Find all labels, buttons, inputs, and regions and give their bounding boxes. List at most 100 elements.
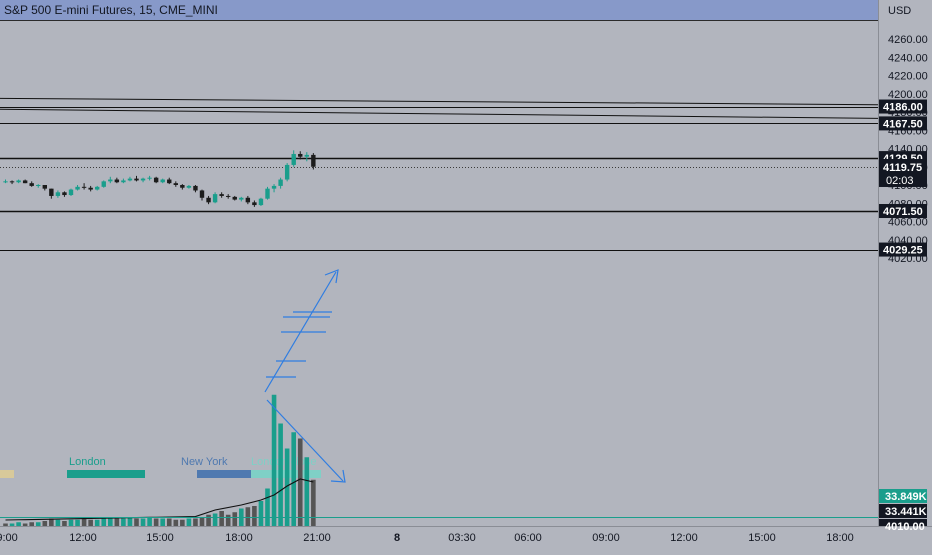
candle-body — [160, 179, 165, 183]
candle-body — [186, 185, 192, 188]
down-arrow-line — [266, 399, 344, 482]
level-price-label-bg — [879, 99, 927, 114]
candle-body — [284, 164, 290, 180]
volume-bar — [49, 518, 54, 526]
level-price-label-bg — [879, 242, 927, 257]
volume-bar — [225, 514, 231, 526]
volume-bar — [101, 517, 107, 526]
session-box-prior — [0, 470, 14, 478]
bottom-price-label-bg — [879, 519, 927, 526]
volume-bar — [16, 522, 21, 526]
candle-body — [134, 178, 139, 181]
candle-body — [278, 179, 283, 186]
level-price-label: 4167.50 — [883, 118, 923, 130]
candle-body — [258, 198, 264, 206]
volume-bar — [265, 488, 270, 526]
volume-bar — [252, 506, 257, 526]
candle-body — [127, 178, 133, 181]
symbol-title[interactable]: S&P 500 E-mini Futures, 15, CME_MINI — [4, 3, 218, 17]
price-axis[interactable] — [878, 0, 932, 550]
volume-bar — [127, 517, 133, 526]
time-tick-label: 06:00 — [514, 532, 542, 544]
volume-bars — [0, 394, 878, 526]
time-tick-label: 15:00 — [146, 532, 174, 544]
candle-body — [199, 190, 205, 198]
candle-body — [298, 153, 303, 157]
volume-bar — [304, 457, 310, 526]
volume-bar — [245, 507, 251, 526]
candle-body — [62, 192, 67, 196]
candle-body — [95, 186, 100, 190]
candle-body — [239, 197, 244, 200]
trendline — [0, 108, 879, 119]
volume-bar — [311, 479, 316, 526]
time-tick-label: 18:00 — [225, 532, 253, 544]
volume-bar — [297, 438, 303, 526]
volume-bar — [134, 518, 139, 526]
volume-bar — [29, 522, 34, 526]
candle-body — [265, 188, 270, 199]
candle-body — [226, 195, 231, 197]
volume-bar — [62, 521, 67, 526]
current-price-tag-bg — [879, 158, 927, 187]
candle-body — [219, 194, 224, 196]
volume-bar — [186, 518, 192, 526]
candle-body — [3, 181, 8, 183]
candle-body — [49, 188, 54, 196]
time-tick-label: 03:30 — [448, 532, 476, 544]
candle-body — [22, 180, 28, 184]
candle-body — [245, 197, 251, 203]
volume-bar — [212, 513, 218, 526]
time-tick-label: 21:00 — [303, 532, 331, 544]
volume-bar — [88, 519, 93, 526]
volume-average-label-bg — [879, 504, 927, 518]
level-price-label: 4029.25 — [883, 245, 923, 257]
candle-body — [311, 154, 316, 167]
volume-bar — [153, 518, 159, 526]
price-tick-label: 4200.00 — [888, 89, 928, 101]
candle-body — [173, 183, 178, 185]
candle-body — [212, 194, 218, 203]
volume-bar — [173, 519, 179, 526]
volume-bar — [108, 518, 113, 526]
volume-bar — [9, 523, 15, 526]
price-tick-label: 4240.00 — [888, 52, 928, 64]
drawing-tools[interactable] — [264, 269, 346, 483]
candle-body — [36, 185, 41, 186]
volume-bar — [42, 521, 48, 526]
header-bar — [0, 0, 878, 20]
volume-bar — [166, 518, 172, 526]
trendline — [0, 97, 879, 106]
currency-label[interactable]: USD — [888, 5, 911, 17]
volume-bar — [55, 519, 61, 526]
session-label: London — [69, 456, 106, 468]
up-arrow-head — [324, 269, 339, 284]
trendlines[interactable] — [0, 97, 879, 119]
volume-bar — [3, 523, 8, 526]
volume-bar — [199, 517, 205, 526]
candle-body — [153, 177, 159, 183]
time-tick-label: 12:00 — [69, 532, 97, 544]
level-price-label-bg — [879, 204, 927, 219]
volume-bar — [75, 519, 80, 526]
candle-body — [193, 185, 198, 191]
volume-bar — [140, 518, 146, 526]
candle-body — [147, 177, 152, 179]
candle-body — [42, 185, 47, 189]
volume-bar — [114, 518, 120, 526]
volume-bar — [232, 512, 238, 526]
volume-bar — [271, 394, 277, 526]
volume-bar — [278, 423, 283, 526]
candles — [3, 150, 316, 207]
candle-body — [16, 180, 21, 183]
session-box — [197, 470, 251, 478]
horizontal-levels[interactable] — [0, 107, 878, 251]
session-label: New York — [181, 456, 228, 468]
level-price-label: 4071.50 — [883, 206, 923, 218]
candle-body — [232, 196, 237, 200]
bar-countdown-label: 02:03 — [886, 175, 914, 187]
candle-body — [55, 192, 61, 196]
